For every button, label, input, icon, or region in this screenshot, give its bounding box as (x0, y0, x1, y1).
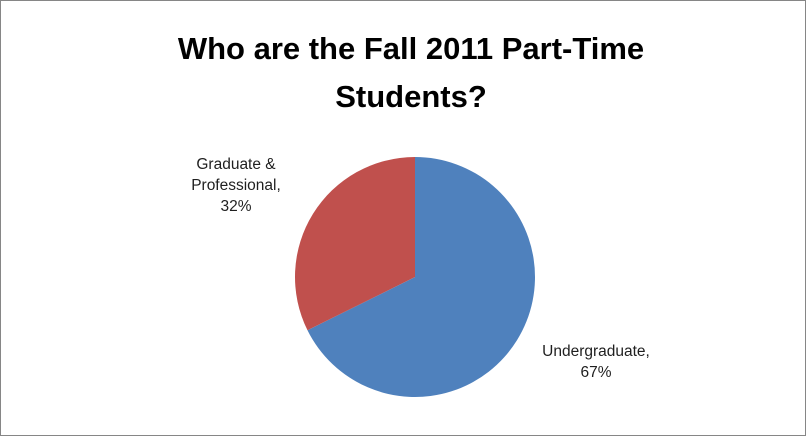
data-label-line: 67% (580, 364, 611, 381)
data-labels: Undergraduate, 67% Graduate & Professional,… (191, 156, 650, 381)
data-label-line: 32% (220, 198, 251, 215)
data-label-line: Professional, (191, 177, 281, 194)
data-label-line: Undergraduate, (542, 343, 650, 360)
pie-slice-undergraduate (307, 157, 535, 398)
pie-slice-graduate-professional (294, 157, 415, 331)
chart-title: Who are the Fall 2011 Part-Time Students… (177, 31, 645, 114)
data-label-line: Graduate & (196, 156, 276, 173)
data-label-graduate-professional: Graduate & Professional, 32% (191, 156, 281, 215)
pie-slices (294, 157, 535, 398)
data-label-undergraduate: Undergraduate, 67% (542, 343, 650, 381)
